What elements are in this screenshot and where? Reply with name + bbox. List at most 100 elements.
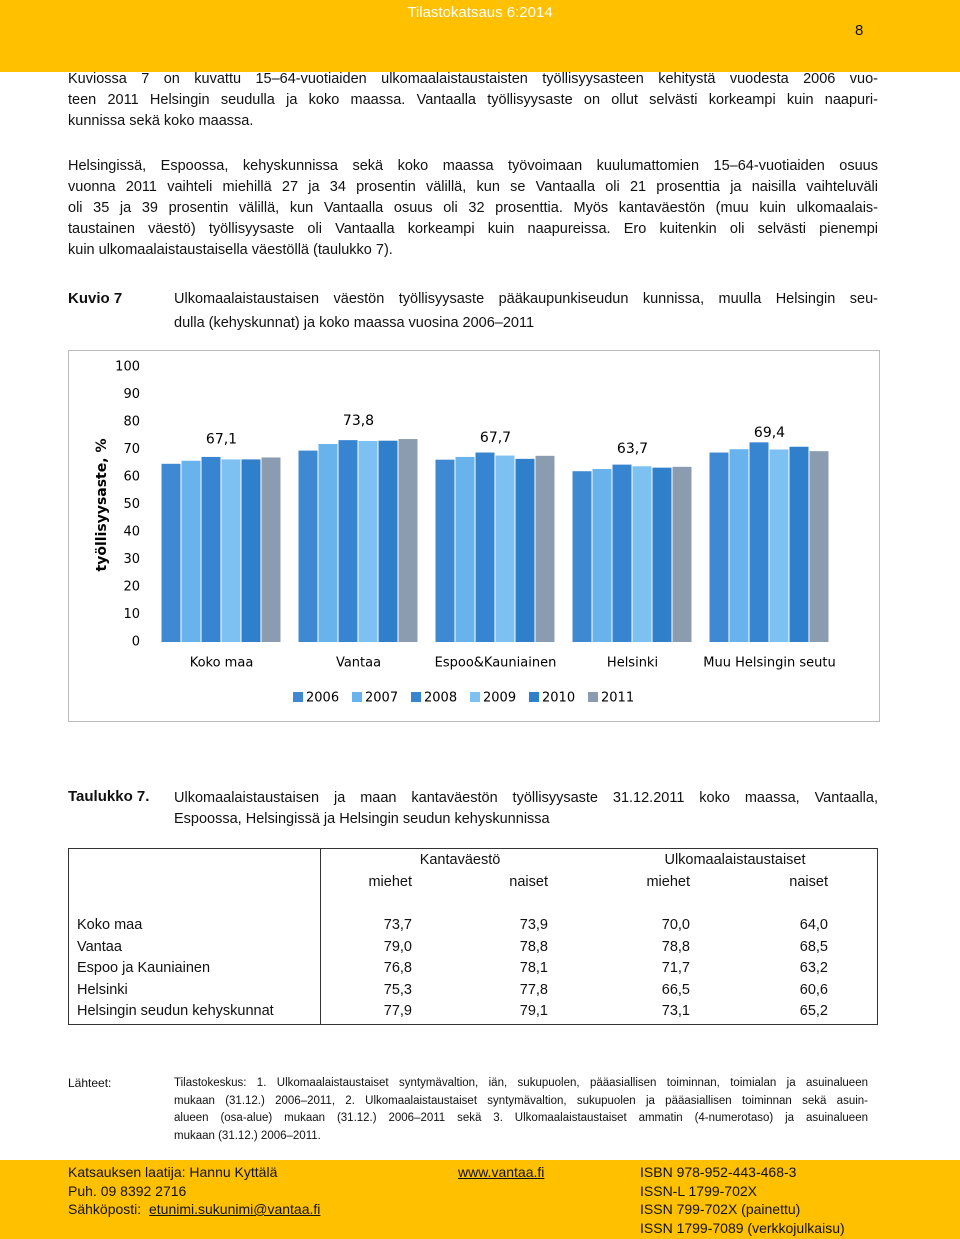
table-label: Taulukko 7. [68,788,150,805]
bar [495,455,515,642]
table-cell: 79,0 [383,938,412,955]
data-label: 63,7 [617,441,648,457]
bar [475,452,495,642]
bar [535,455,555,642]
table-cell: 64,0 [799,917,828,933]
y-tick-label: 70 [123,442,140,457]
bar [572,471,592,642]
bar [455,456,475,642]
table-row-label: Helsingin seudun kehyskunnat [77,1003,274,1019]
figure-caption-line: dulla (kehyskunnat) ja koko maassa vuosi… [174,315,535,331]
table-cell: 70,0 [661,917,690,933]
table-cell: 68,5 [799,938,828,955]
legend-label: 2006 [306,691,339,706]
y-tick-label: 40 [123,525,140,540]
legend-swatch [588,692,598,702]
legend-label: 2010 [542,691,575,706]
legend-swatch [529,692,539,702]
table-row-label: Vantaa [77,938,122,955]
legend-swatch [293,692,303,702]
bar [749,442,769,642]
y-tick-label: 10 [123,607,140,622]
paragraph-line: kunnissa sekä koko maassa. [68,113,254,129]
bar [612,464,632,642]
y-tick-label: 50 [123,497,140,512]
table-cell: 65,2 [799,1003,828,1019]
bar [161,463,181,642]
table-row-label: Koko maa [77,917,143,933]
bar [729,449,749,642]
x-tick-label: Vantaa [336,656,381,671]
footer-link[interactable]: www.vantaa.fi [458,1164,545,1180]
bar [201,456,221,642]
paragraph-line: Helsingissä, Espoossa, kehyskunnissa sek… [68,158,878,174]
table-cell: 79,1 [519,1003,548,1019]
table-sub-header: naiset [789,874,828,890]
table-cell: 66,5 [661,981,690,998]
table-sub-header: miehet [646,874,690,890]
table-cell: 77,8 [519,981,548,998]
figure-caption-line: Ulkomaalaistaustaisen väestön työllisyys… [174,291,878,307]
bar [221,459,241,642]
bar [515,458,535,642]
y-tick-label: 30 [123,552,140,567]
paragraph-line: taustainen väestö) työllisyysaste oli Va… [68,221,878,237]
table-group-header: Ulkomaalaistaustaiset [664,852,806,868]
table-frame [68,848,878,1025]
table-cell: 78,1 [519,960,548,976]
bar [652,467,672,642]
bar [769,449,789,642]
source-line: mukaan (31.12.) 2006–2011. [174,1129,321,1142]
footer-text: ISSN 799-702X (painettu) [640,1201,801,1217]
header-bar [0,0,960,72]
table-sub-header: naiset [509,874,548,890]
footer-text: Puh. 09 8392 2716 [68,1182,187,1199]
y-tick-label: 60 [123,470,140,485]
table-cell: 73,1 [661,1003,690,1019]
paragraph-line: oli 35 ja 39 prosentin välillä, kun Vant… [68,200,878,216]
table-cell: 73,7 [383,917,412,933]
y-tick-label: 0 [132,635,140,650]
legend-label: 2008 [424,691,457,706]
legend-swatch [411,692,421,702]
bar [358,440,378,642]
y-tick-label: 90 [123,387,140,402]
paragraph-line: teen 2011 Helsingin seudulla ja koko maa… [68,92,878,108]
data-label: 69,4 [754,425,785,441]
table-cell: 63,2 [799,960,828,976]
legend-swatch [470,692,480,702]
bar [181,460,201,642]
footer-text: ISBN 978-952-443-468-3 [640,1164,797,1180]
y-tick-label: 100 [115,360,140,375]
table-cell: 76,8 [383,960,412,976]
bar [789,446,809,642]
bar [632,466,652,642]
legend-label: 2011 [601,691,634,706]
data-label: 73,8 [343,413,374,429]
page-number: 8 [855,22,864,39]
legend-label: 2009 [483,691,516,706]
paragraph-line: vuonna 2011 vaihteli miehillä 27 ja 34 p… [68,179,878,195]
source-line: alueen (osa-alue) mukaan (31.12.) 2006–2… [174,1112,868,1124]
table-caption-line: Espoossa, Helsingissä ja Helsingin seudu… [174,811,550,827]
table-caption-line: Ulkomaalaistaustaisen ja maan kantaväest… [174,790,878,806]
bar [672,466,692,642]
footer-text: ISSN 1799-7089 (verkkojulkaisu) [640,1219,845,1236]
bar [261,457,281,642]
y-tick-label: 20 [123,580,140,595]
legend-swatch [352,692,362,702]
table-cell: 71,7 [661,960,690,976]
bar [398,439,418,642]
x-tick-label: Koko maa [190,656,254,671]
footer-email[interactable]: etunimi.sukunimi@vantaa.fi [149,1201,321,1217]
y-tick-label: 80 [123,415,140,430]
table-divider [320,849,321,1024]
data-label: 67,7 [480,430,511,446]
paragraph-line: Kuviossa 7 on kuvattu 15–64-vuotiaiden u… [68,71,878,87]
y-axis-title: työllisyysaste, % [94,439,110,572]
header-title: Tilastokatsaus 6:2014 [407,4,553,21]
x-tick-label: Muu Helsingin seutu [703,656,835,671]
table-group-header: Kantaväestö [419,852,501,868]
table-cell: 73,9 [519,917,548,933]
